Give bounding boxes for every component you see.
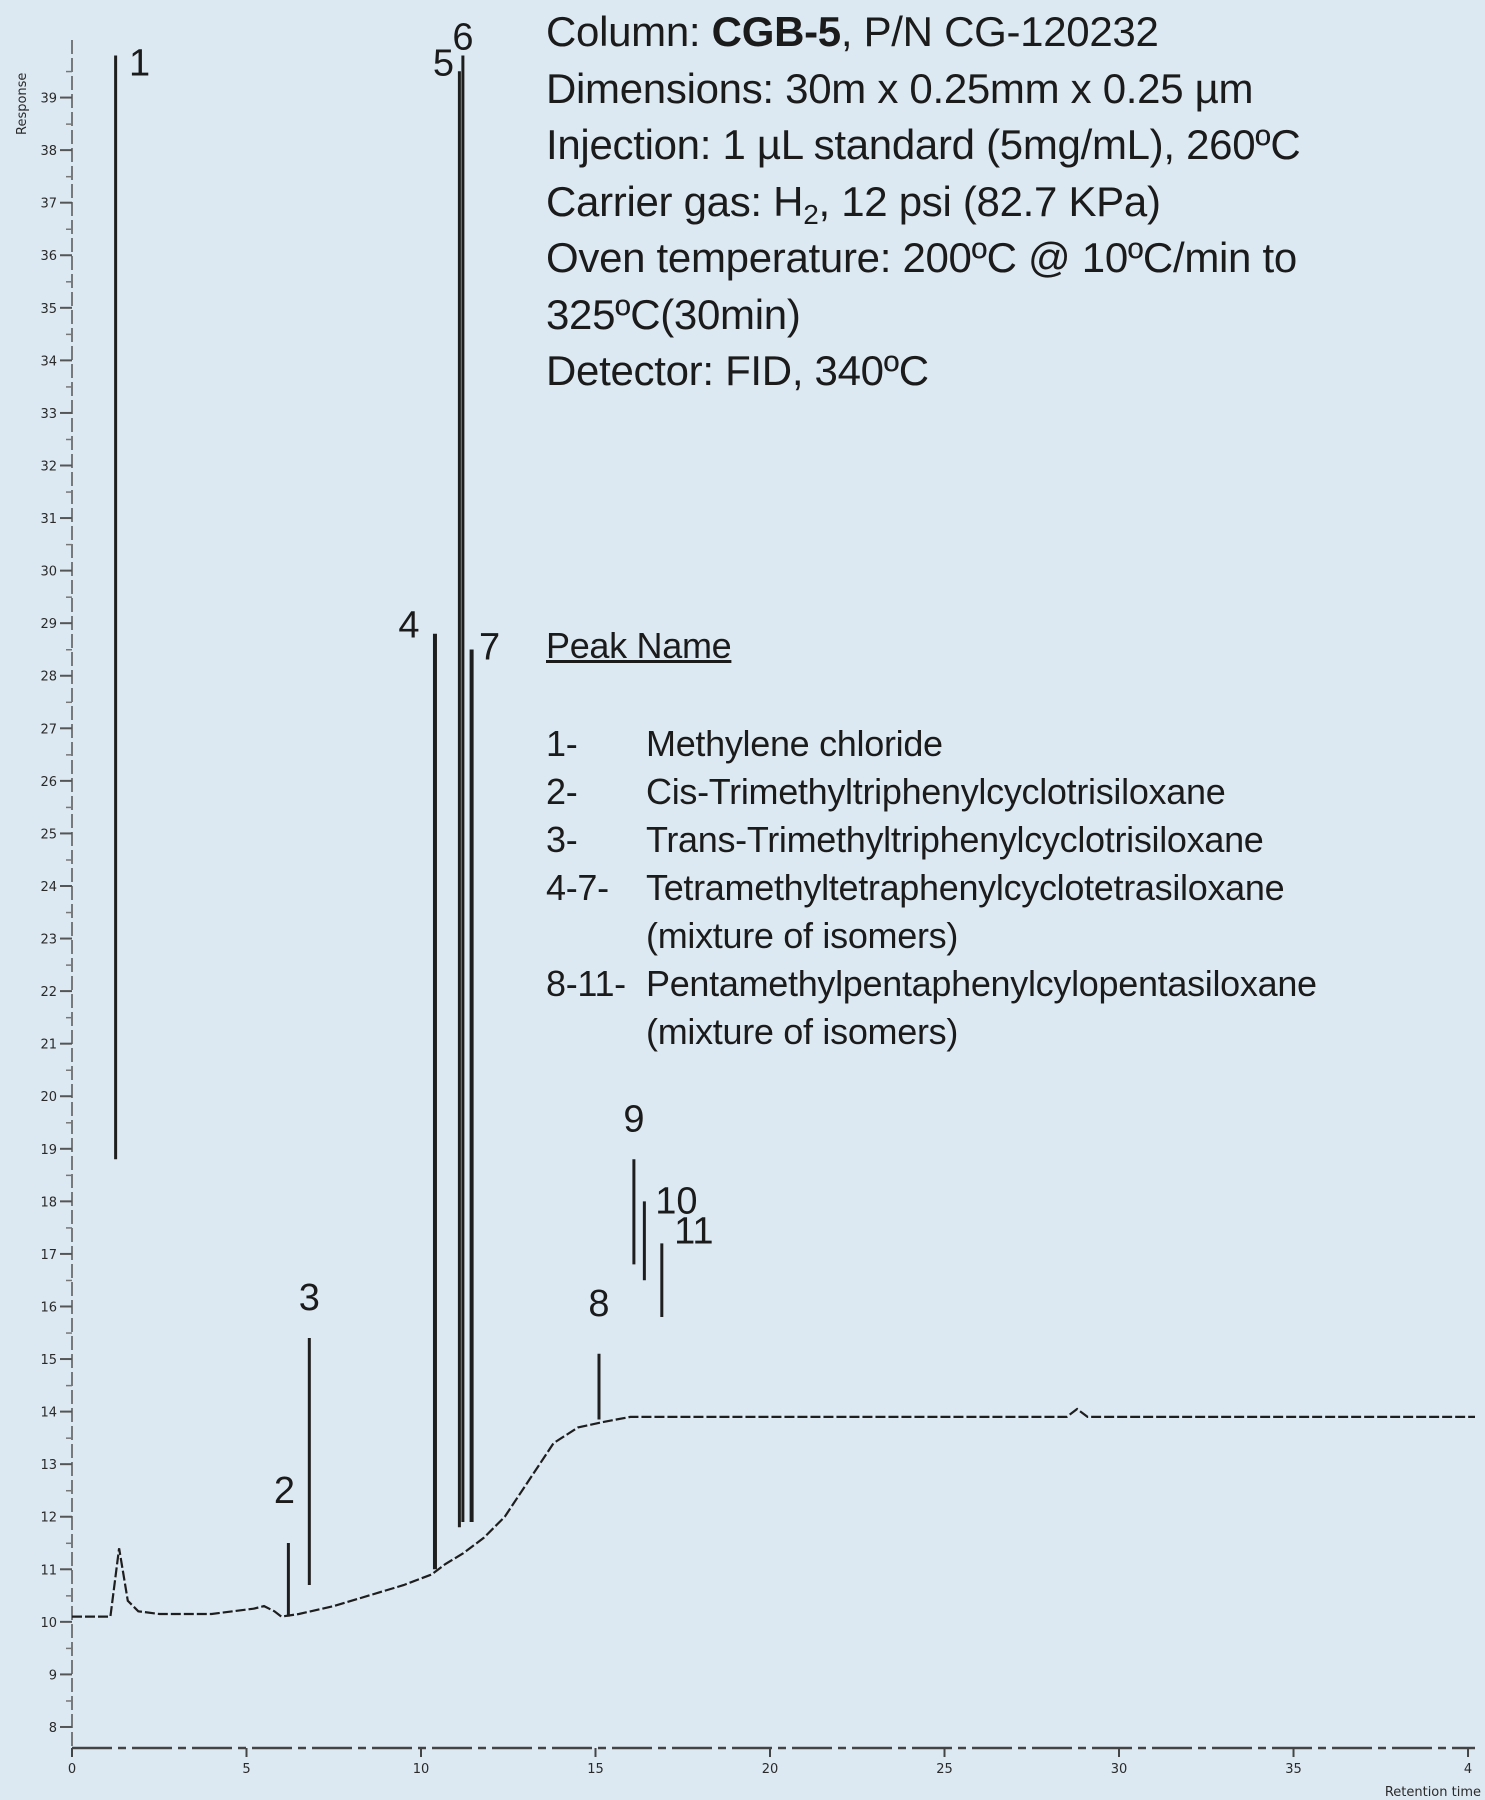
y-tick-label: 21 — [40, 1038, 57, 1053]
injection-line: Injection: 1 µL standard (5mg/mL), 260ºC — [546, 121, 1301, 168]
peak-legend-row: 4-7- Tetramethyltetraphenylcyclotetrasilo… — [546, 864, 1446, 912]
peak-label: 11 — [674, 1210, 713, 1252]
chromatogram-trace — [72, 55, 1475, 1618]
peak-compound: Cis-Trimethyltriphenylcyclotrisiloxane — [646, 771, 1226, 812]
oven-temperature-line-2: 325ºC(30min) — [546, 290, 801, 338]
peak-compound: Tetramethyltetraphenylcyclotetrasiloxane — [646, 867, 1285, 908]
peak-label: 4 — [398, 605, 419, 647]
peak-legend-row: 1- Methylene chloride — [546, 720, 1446, 768]
y-tick-label: 20 — [40, 1090, 57, 1105]
peak-label: 5 — [433, 42, 454, 84]
y-tick-label: 26 — [40, 775, 57, 790]
peak-name-legend: Peak Name 1- Methylene chloride 2- Cis-Tri… — [546, 620, 1446, 1056]
dimensions-line: Dimensions: 30m x 0.25mm x 0.25 µm — [546, 64, 1254, 112]
peak-legend-row: 8-11- Pentamethylpentaphenylcylopentasilo… — [546, 960, 1446, 1008]
x-tick-label: 5 — [242, 1762, 250, 1777]
peak-compound: Methylene chloride — [646, 723, 943, 764]
peak-compound: Trans-Trimethyltriphenylcyclotrisiloxane — [646, 819, 1264, 860]
peak-label: 9 — [623, 1098, 644, 1140]
y-tick-label: 9 — [49, 1668, 57, 1683]
y-tick-label: 16 — [40, 1300, 57, 1315]
peak-compound: (mixture of isomers) — [646, 915, 959, 956]
carrier-gas-line: Carrier gas: H2, 12 psi (82.7 KPa) — [546, 177, 1161, 230]
x-tick-label: 15 — [587, 1762, 604, 1777]
y-tick-label: 23 — [40, 933, 57, 948]
peak-number: 4-7- — [546, 867, 609, 908]
peak-label: 1 — [129, 43, 150, 85]
y-tick-label: 8 — [49, 1721, 57, 1736]
x-axis-label: Retention time — [1385, 1785, 1481, 1800]
peak-number: 2- — [546, 771, 578, 812]
peak-label: 7 — [479, 626, 500, 668]
peak-label: 3 — [299, 1277, 320, 1319]
peak-legend-row: (mixture of isomers) — [546, 912, 1446, 960]
y-tick-label: 15 — [40, 1353, 57, 1368]
y-tick-label: 22 — [40, 985, 57, 1000]
y-tick-label: 12 — [40, 1511, 57, 1526]
y-tick-label: 38 — [40, 144, 57, 159]
y-tick-label: 31 — [40, 512, 57, 527]
column-name: CGB-5 — [711, 8, 841, 55]
y-tick-label: 19 — [40, 1143, 57, 1158]
peak-legend-row: 3- Trans-Trimethyltriphenylcyclotrisiloxa… — [546, 816, 1446, 864]
peak-number — [546, 1008, 646, 1056]
peak-compound: (mixture of isomers) — [646, 1011, 959, 1052]
x-axis: 0 5 10 15 20 25 30 35 4 Retention time — [68, 1746, 1481, 1800]
peak-compound: Pentamethylpentaphenylcylopentasiloxane — [646, 963, 1317, 1004]
peak-legend-row: (mixture of isomers) — [546, 1008, 1446, 1056]
peak-legend-row: 2- Cis-Trimethyltriphenylcyclotrisiloxane — [546, 768, 1446, 816]
peak-label: 10 — [655, 1180, 697, 1222]
y-tick-label: 36 — [40, 249, 57, 264]
y-tick-label: 25 — [40, 827, 57, 842]
peak-number: 1- — [546, 723, 578, 764]
peak-legend-title: Peak Name — [546, 625, 732, 666]
y-tick-label: 35 — [40, 302, 57, 317]
y-tick-label: 10 — [40, 1616, 57, 1631]
y-tick-label: 37 — [40, 197, 57, 212]
x-tick-label: 4 — [1464, 1762, 1472, 1777]
y-tick-label: 33 — [40, 407, 57, 422]
x-tick-label: 25 — [936, 1762, 953, 1777]
y-tick-label: 18 — [40, 1195, 57, 1210]
x-tick-label: 20 — [762, 1762, 779, 1777]
y-tick-label: 13 — [40, 1458, 57, 1473]
baseline-trace — [72, 1407, 1475, 1618]
peak-label: 8 — [588, 1283, 609, 1325]
x-tick-label: 30 — [1111, 1762, 1128, 1777]
x-tick-label: 10 — [413, 1762, 430, 1777]
oven-temperature-line: Oven temperature: 200ºC @ 10ºC/min to — [546, 234, 1297, 281]
y-tick-label: 11 — [40, 1563, 57, 1578]
peak-label: 6 — [452, 17, 473, 59]
run-conditions: Column: CGB-5, P/N CG-120232 Dimensions:… — [546, 4, 1446, 400]
peak-number — [546, 912, 646, 960]
y-tick-label: 17 — [40, 1248, 57, 1263]
y-tick-label: 34 — [40, 354, 57, 369]
detector-line: Detector: FID, 340ºC — [546, 347, 929, 394]
y-tick-label: 30 — [40, 565, 57, 580]
x-tick-label: 35 — [1285, 1762, 1302, 1777]
peak-label: 2 — [274, 1470, 295, 1512]
y-tick-label: 27 — [40, 722, 57, 737]
y-axis: 8 9 10 11 12 13 14 15 16 17 18 19 20 21 22 23 24 25 26 27 28… — [15, 40, 73, 1748]
y-tick-label: 29 — [40, 617, 57, 632]
column-line: Column: CGB-5, P/N CG-120232 — [546, 8, 1159, 55]
y-tick-label: 28 — [40, 670, 57, 685]
y-tick-label: 32 — [40, 459, 57, 474]
y-axis-label: Response — [15, 73, 30, 135]
y-tick-label: 24 — [40, 880, 57, 895]
y-tick-label: 14 — [40, 1406, 57, 1421]
x-tick-label: 0 — [68, 1762, 76, 1777]
peak-number: 3- — [546, 819, 578, 860]
peak-number: 8-11- — [546, 963, 626, 1004]
y-tick-label: 39 — [40, 92, 57, 107]
